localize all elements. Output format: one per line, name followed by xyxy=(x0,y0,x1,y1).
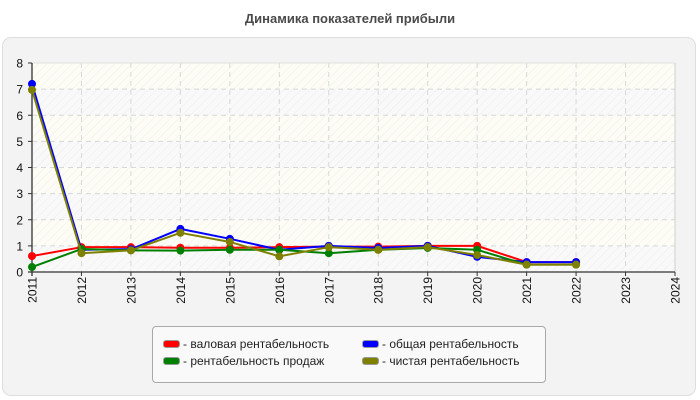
data-series xyxy=(28,79,581,272)
data-point xyxy=(275,252,284,261)
data-point xyxy=(176,246,185,255)
legend-label: - валовая рентабельность xyxy=(183,337,330,351)
x-tick-label: 2018 xyxy=(372,277,386,304)
x-tick-label: 2022 xyxy=(570,277,584,304)
legend-label: - чистая рентабельность xyxy=(382,354,520,368)
data-point xyxy=(28,263,36,272)
x-tick-label: 2015 xyxy=(223,277,237,304)
data-point xyxy=(275,245,284,254)
data-point xyxy=(423,243,432,252)
y-tick-label: 7 xyxy=(16,83,23,97)
legend-swatch-icon xyxy=(362,340,379,348)
x-tick-label: 2017 xyxy=(322,277,336,304)
y-tick-label: 0 xyxy=(16,266,23,280)
data-point xyxy=(324,243,333,252)
legend: - валовая рентабельность - общая рентабе… xyxy=(152,326,546,383)
legend-item-total-margin: - общая рентабельность xyxy=(362,337,519,351)
gridlines xyxy=(32,62,676,272)
legend-swatch-icon xyxy=(163,340,180,348)
y-tick-label: 2 xyxy=(16,213,23,227)
legend-item-net-margin: - чистая рентабельность xyxy=(362,354,519,368)
y-tick-label: 1 xyxy=(16,239,23,253)
data-point xyxy=(28,252,36,261)
chart-title: Динамика показателей прибыли xyxy=(244,11,456,26)
series-line xyxy=(28,85,581,269)
legend-label: - общая рентабельность xyxy=(382,337,519,351)
data-point xyxy=(126,246,135,255)
legend-item-gross-margin: - валовая рентабельность xyxy=(163,337,329,351)
y-tick-label: 6 xyxy=(16,109,23,123)
x-tick-label: 2024 xyxy=(669,277,683,304)
data-point xyxy=(225,245,234,254)
data-point xyxy=(225,237,234,246)
axes: 0 1 2 3 4 5 6 7 8 2011 2012 2013 2014 2015 2016 2017 201… xyxy=(16,57,682,304)
x-tick-label: 2012 xyxy=(75,277,89,304)
data-point xyxy=(473,251,482,260)
data-point xyxy=(176,228,185,237)
data-point xyxy=(522,260,531,269)
plot-area xyxy=(32,63,675,272)
data-point xyxy=(77,249,86,258)
x-tick-label: 2019 xyxy=(421,277,435,304)
x-tick-label: 2013 xyxy=(124,277,138,304)
legend-swatch-icon xyxy=(362,357,379,365)
x-tick-label: 2023 xyxy=(619,277,633,304)
legend-item-sales-margin: - рентабельность продаж xyxy=(163,354,324,368)
data-point xyxy=(324,249,333,258)
y-tick-label: 4 xyxy=(16,161,23,175)
legend-label: - рентабельность продаж xyxy=(183,354,325,368)
data-point xyxy=(28,79,36,88)
y-tick-label: 8 xyxy=(16,57,23,71)
x-tick-label: 2020 xyxy=(471,277,485,304)
x-tick-label: 2016 xyxy=(273,277,287,304)
data-point xyxy=(28,85,36,94)
x-tick-label: 2014 xyxy=(174,277,188,304)
x-tick-label: 2021 xyxy=(520,277,534,304)
data-point xyxy=(374,245,383,254)
data-point xyxy=(572,260,581,269)
y-tick-label: 3 xyxy=(16,187,23,201)
y-tick-label: 5 xyxy=(16,135,23,149)
x-tick-label: 2011 xyxy=(26,277,40,303)
legend-swatch-icon xyxy=(163,357,180,365)
